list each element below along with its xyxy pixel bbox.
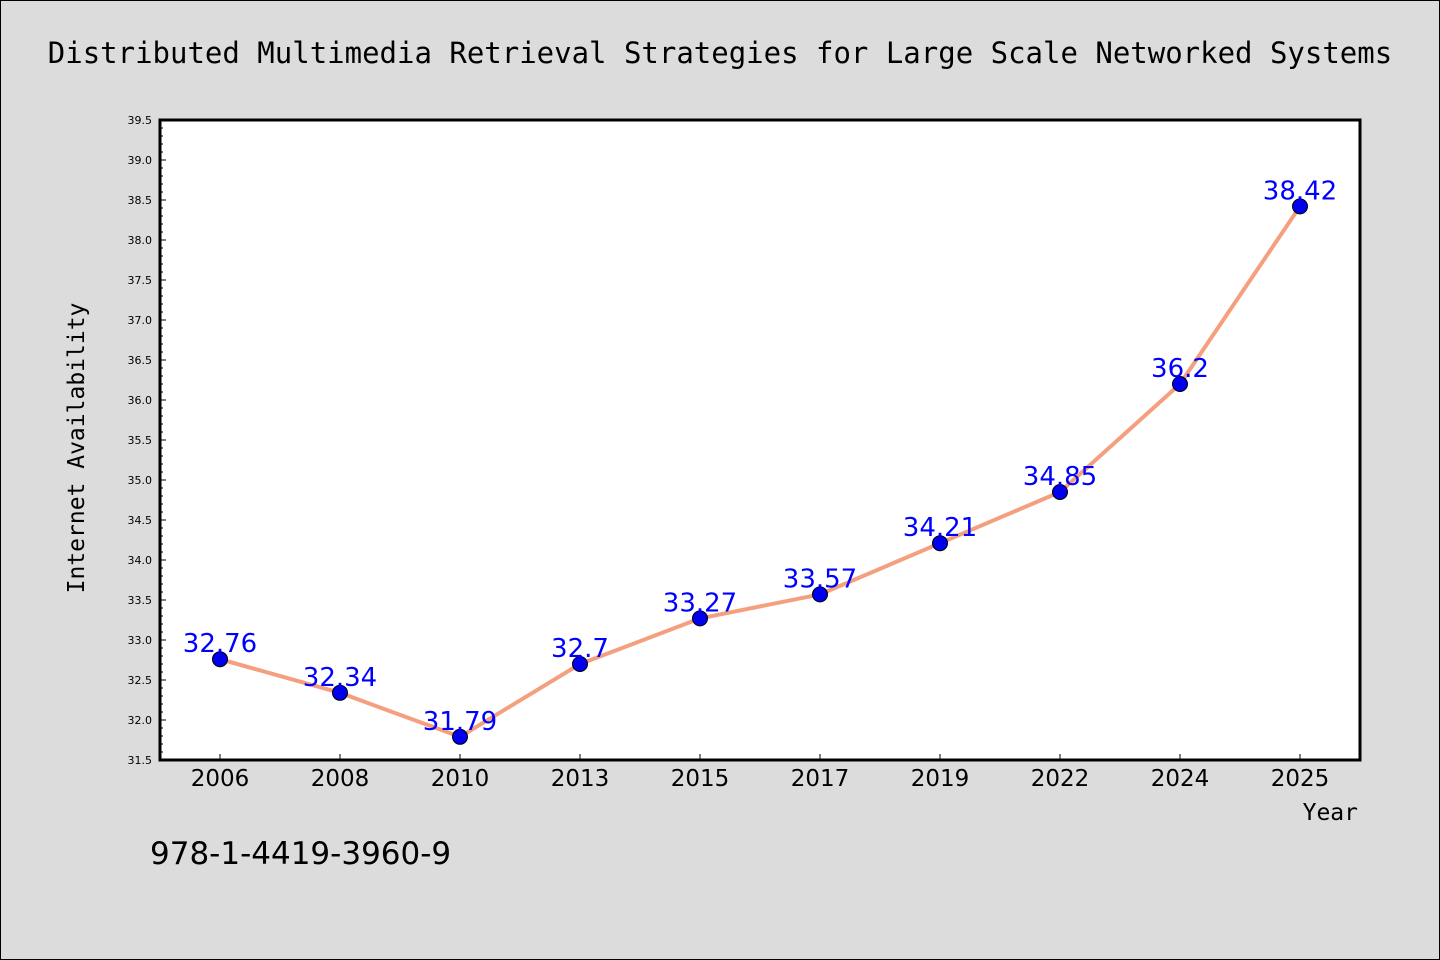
y-tick-label: 35.0 — [128, 474, 153, 487]
y-tick-label: 33.0 — [128, 634, 153, 647]
data-point — [572, 656, 588, 672]
data-label: 34.21 — [903, 513, 977, 543]
data-label: 33.57 — [783, 564, 857, 594]
y-tick-label: 38.0 — [128, 234, 153, 247]
y-tick-label: 35.5 — [128, 434, 153, 447]
data-label: 33.27 — [663, 588, 737, 618]
isbn-text: 978-1-4419-3960-9 — [150, 836, 451, 872]
y-tick-label: 38.5 — [128, 194, 153, 207]
x-tick-label: 2013 — [551, 766, 610, 792]
data-label: 32.7 — [551, 634, 609, 664]
x-tick-label: 2022 — [1031, 766, 1090, 792]
series-layer — [212, 198, 1308, 745]
y-tick-label: 33.5 — [128, 594, 153, 607]
data-point — [332, 684, 348, 701]
y-tick-label: 37.0 — [128, 314, 153, 327]
x-tick-label: 2024 — [1151, 766, 1210, 792]
y-tick-label: 32.5 — [128, 674, 153, 687]
y-tick-label: 31.5 — [128, 754, 153, 767]
chart-title: Distributed Multimedia Retrieval Strateg… — [48, 36, 1392, 70]
data-label: 32.76 — [183, 629, 257, 659]
plot-area — [158, 118, 1362, 762]
data-point — [812, 586, 828, 603]
data-label: 32.34 — [303, 663, 377, 693]
x-tick-label: 2025 — [1271, 766, 1330, 792]
y-tick-label: 36.5 — [128, 354, 153, 367]
data-label: 31.79 — [423, 707, 497, 737]
x-tick-label: 2010 — [431, 766, 490, 792]
data-point — [692, 610, 708, 627]
y-tick-label: 32.0 — [128, 714, 153, 727]
data-label: 36.2 — [1151, 354, 1209, 384]
y-axis-label: Internet Availability — [64, 303, 90, 594]
data-label: 34.85 — [1023, 462, 1097, 492]
y-tick-label: 37.5 — [128, 274, 153, 287]
data-point — [1172, 376, 1188, 392]
data-point — [212, 651, 228, 668]
x-tick-label: 2017 — [791, 766, 850, 792]
x-axis-label: Year — [1303, 800, 1358, 826]
y-axis: 31.5 32.0 32.5 33.0 33.5 34.0 34.5 35.0 35.5 36.0… — [128, 114, 166, 767]
x-tick-label: 2019 — [911, 766, 970, 792]
data-point — [932, 535, 948, 552]
x-tick-label: 2008 — [311, 766, 370, 792]
y-tick-label: 39.5 — [128, 114, 153, 127]
data-point — [452, 728, 468, 745]
y-tick-label: 34.5 — [128, 514, 153, 527]
y-tick-label: 34.0 — [128, 554, 153, 567]
data-point — [1052, 484, 1068, 500]
x-tick-label: 2015 — [671, 766, 730, 792]
series-line — [218, 204, 1302, 739]
x-axis: 2006 2008 2010 2013 2015 2017 2019 2022 2024 2025 — [191, 754, 1330, 792]
y-tick-label: 39.0 — [128, 154, 153, 167]
data-label: 38.42 — [1263, 176, 1337, 206]
y-tick-label: 36.0 — [128, 394, 153, 407]
data-point — [1292, 198, 1308, 215]
data-labels: 32.76 32.34 31.79 32.7 33.27 33.57 34.21 34.85 3… — [183, 176, 1337, 736]
x-tick-label: 2006 — [191, 766, 250, 792]
